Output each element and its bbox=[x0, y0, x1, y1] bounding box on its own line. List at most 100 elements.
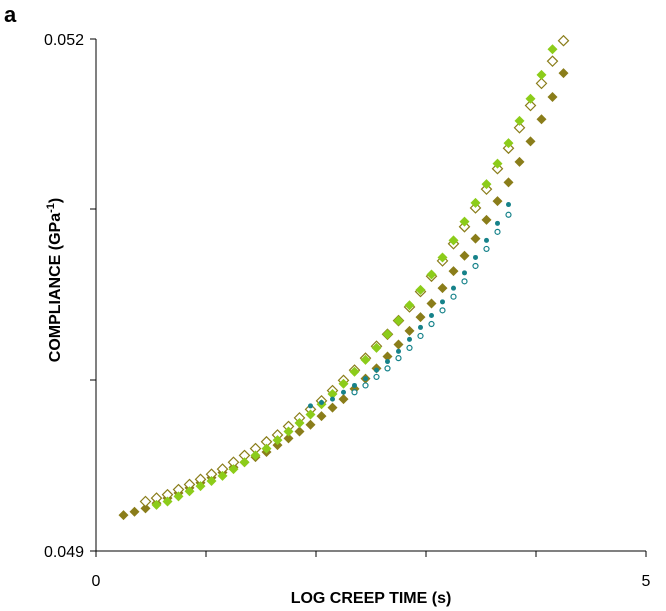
y-axis: 0.052 0.049 bbox=[44, 32, 97, 561]
data-point bbox=[305, 419, 316, 430]
data-point bbox=[272, 435, 283, 446]
x-tick-label-left: 0 bbox=[92, 573, 101, 590]
data-point bbox=[330, 396, 335, 402]
data-point bbox=[140, 503, 151, 514]
data-point bbox=[426, 269, 437, 280]
data-point bbox=[525, 93, 536, 104]
data-point bbox=[492, 196, 503, 207]
series-3-circle-filled bbox=[308, 202, 511, 409]
data-point bbox=[535, 77, 548, 90]
x-tick-label-right: 5 bbox=[642, 573, 651, 590]
data-point bbox=[206, 476, 217, 487]
y-axis-title-superscript: -1 bbox=[45, 203, 57, 213]
data-point bbox=[396, 348, 401, 354]
data-point bbox=[506, 202, 511, 208]
data-point bbox=[384, 365, 391, 372]
data-point bbox=[261, 443, 272, 454]
y-axis-title: COMPLIANCE (GPa-1) bbox=[45, 198, 64, 362]
data-point bbox=[525, 136, 536, 147]
data-point bbox=[546, 55, 559, 68]
data-point bbox=[373, 373, 380, 381]
data-point bbox=[481, 179, 492, 190]
data-point bbox=[426, 298, 437, 309]
data-point bbox=[162, 496, 173, 507]
data-point bbox=[382, 329, 393, 340]
data-point bbox=[363, 376, 368, 382]
data-point bbox=[484, 237, 489, 243]
data-point bbox=[341, 389, 346, 395]
data-point bbox=[129, 506, 140, 517]
data-point bbox=[217, 470, 228, 481]
data-point bbox=[294, 418, 305, 428]
data-point bbox=[406, 344, 413, 352]
series-2-diamond-filled bbox=[151, 44, 558, 510]
y-tick-label-bottom: 0.049 bbox=[44, 544, 84, 561]
data-point bbox=[470, 197, 481, 208]
data-point bbox=[437, 252, 448, 263]
series-4-circle-open bbox=[351, 211, 512, 396]
data-point bbox=[502, 142, 515, 155]
data-point bbox=[448, 235, 459, 246]
data-point bbox=[272, 440, 283, 451]
data-point bbox=[514, 156, 525, 167]
series-0-diamond-filled bbox=[118, 68, 569, 521]
data-point bbox=[395, 355, 402, 362]
y-tick-label-top: 0.052 bbox=[44, 32, 84, 49]
data-point bbox=[362, 382, 369, 389]
data-point bbox=[495, 220, 500, 226]
data-point bbox=[404, 325, 415, 336]
data-point bbox=[440, 299, 445, 305]
data-point bbox=[547, 92, 558, 103]
panel-label: a bbox=[4, 2, 17, 27]
data-point bbox=[461, 278, 468, 285]
data-point bbox=[462, 270, 467, 276]
data-point bbox=[503, 177, 514, 188]
data-point bbox=[184, 486, 195, 497]
data-point bbox=[374, 367, 379, 373]
y-axis-title-main: COMPLIANCE (GPa bbox=[47, 213, 64, 362]
series-1-diamond-open bbox=[139, 34, 570, 508]
data-point bbox=[352, 382, 357, 388]
data-point bbox=[429, 312, 434, 318]
data-point bbox=[514, 115, 525, 126]
data-point bbox=[415, 284, 426, 295]
data-point bbox=[473, 254, 478, 260]
data-point bbox=[173, 491, 184, 502]
data-point bbox=[536, 69, 547, 80]
data-point bbox=[385, 359, 390, 365]
data-point bbox=[505, 211, 512, 218]
data-point bbox=[338, 378, 349, 389]
data-point bbox=[470, 233, 481, 244]
data-point bbox=[407, 336, 412, 342]
data-point bbox=[459, 250, 470, 261]
data-point bbox=[513, 121, 526, 134]
data-point bbox=[491, 162, 504, 175]
data-point bbox=[393, 339, 404, 350]
data-point bbox=[308, 403, 313, 409]
data-point bbox=[547, 44, 558, 55]
data-point bbox=[439, 307, 446, 314]
data-point bbox=[239, 457, 250, 468]
data-point bbox=[483, 245, 490, 253]
data-point bbox=[351, 389, 358, 396]
data-point bbox=[319, 400, 324, 406]
data-point bbox=[480, 183, 493, 196]
data-point bbox=[139, 495, 152, 508]
data-point bbox=[349, 366, 360, 377]
data-point bbox=[294, 426, 305, 437]
data-point bbox=[327, 388, 338, 399]
data-point bbox=[536, 114, 547, 125]
data-point bbox=[450, 293, 457, 300]
data-point bbox=[151, 499, 162, 510]
data-point bbox=[250, 450, 261, 461]
data-point bbox=[524, 99, 537, 112]
data-point bbox=[417, 332, 424, 340]
data-point bbox=[503, 138, 514, 149]
data-point bbox=[415, 312, 426, 323]
plot-area bbox=[118, 34, 570, 521]
data-point bbox=[382, 351, 393, 362]
data-point bbox=[469, 202, 482, 214]
data-point bbox=[448, 266, 459, 277]
data-point bbox=[418, 324, 423, 330]
